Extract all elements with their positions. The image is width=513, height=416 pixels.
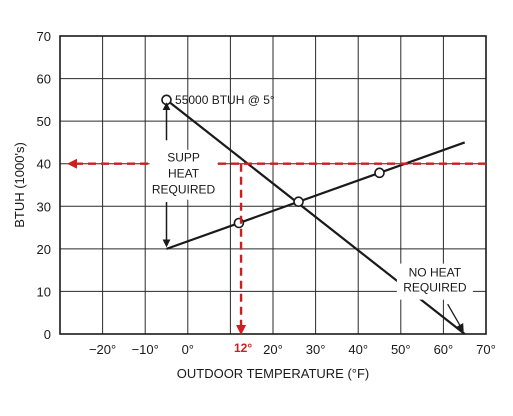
x-tick-label-1: −10° (132, 342, 159, 357)
annotation-supp-background (149, 149, 218, 200)
axes: −20° −10° 0° 20° 30° 40° 50° 60° 70° 0 10 20 30 40 50 6… (12, 29, 496, 381)
series-1-point-2 (374, 167, 385, 179)
x-tick-label-4: 20° (263, 342, 283, 357)
series-line-1 (166, 141, 466, 250)
annotation-supp-line-1: HEAT (168, 167, 200, 181)
y-tick-label-4: 40 (37, 157, 51, 172)
reference-x-label: 12° (234, 341, 252, 355)
plot-frame (59, 35, 487, 335)
x-tick-label-9: 70° (476, 342, 496, 357)
annotation-no-heat-arrow (447, 303, 464, 332)
y-tick-label-6: 60 (37, 72, 51, 87)
x-tick-label-7: 50° (391, 342, 411, 357)
annotation-no-heat-line-0: NO HEAT (409, 266, 462, 280)
series-0-point-0 (161, 94, 172, 106)
annotation-no-heat-line-1: REQUIRED (403, 281, 467, 295)
y-tick-label-5: 50 (37, 114, 51, 129)
y-tick-label-0: 0 (44, 327, 51, 342)
series-1-point-1 (293, 196, 304, 208)
y-tick-label-1: 10 (37, 284, 51, 299)
y-tick-label-3: 30 (37, 199, 51, 214)
x-tick-label-2: 0° (182, 342, 194, 357)
x-tick-label-6: 40° (348, 342, 368, 357)
x-tick-label-0: −20° (89, 342, 116, 357)
x-tick-label-5: 30° (306, 342, 326, 357)
y-axis-label: BTUH (1000's) (12, 142, 27, 228)
reference-lines: 12° (67, 158, 486, 355)
annotation-supp-line-2: REQUIRED (152, 183, 216, 197)
x-axis-label: OUTDOOR TEMPERATURE (°F) (177, 366, 370, 381)
annotation-no-heat-background (396, 263, 473, 300)
y-tick-label-7: 70 (37, 29, 51, 44)
y-tick-label-2: 20 (37, 242, 51, 257)
annotation-supp-line-0: SUPP (167, 151, 200, 165)
annotation-design-load: 55000 BTUH @ 5° (175, 93, 275, 107)
x-tick-label-8: 60° (434, 342, 454, 357)
